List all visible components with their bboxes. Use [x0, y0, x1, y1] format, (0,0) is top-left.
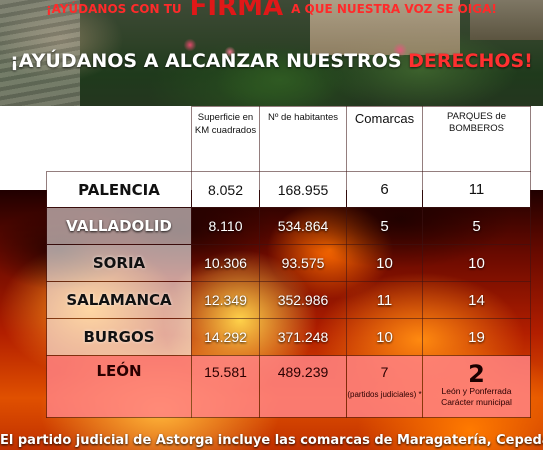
header-habitantes: Nº de habitantes — [259, 106, 347, 172]
superficie-value: 12.349 — [191, 281, 260, 319]
header-superficie: Superficie en KM cuadrados — [191, 106, 260, 172]
parques-value: 2 — [468, 360, 485, 388]
stairs-decoration — [0, 0, 80, 106]
comarcas-value: 6 — [346, 171, 423, 208]
banner-top-line: ¡AYÚDANOS CON TU FIRMA A QUE NUESTRA VOZ… — [0, 0, 543, 22]
footer-text: El partido judicial de Astorga incluye l… — [0, 433, 543, 448]
province-name: SORIA — [46, 244, 192, 282]
table-row-valladolid: VALLADOLID 8.110 534.864 5 5 — [46, 207, 531, 245]
headline-white-part: ¡AYÚDANOS A ALCANZAR NUESTROS — [10, 50, 409, 72]
comarcas-value: 10 — [346, 244, 423, 282]
headline-red-part: DERECHOS! — [408, 50, 533, 72]
banner-top-left: ¡AYÚDANOS CON TU — [46, 2, 182, 16]
habitantes-value: 489.239 — [259, 355, 347, 418]
building-decoration-2 — [470, 0, 543, 40]
parques-value: 10 — [422, 244, 531, 282]
parques-note-1: León y Ponferrada — [441, 386, 512, 396]
table-row-salamanca: SALAMANCA 12.349 352.986 11 14 — [46, 281, 531, 319]
table-row-burgos: BURGOS 14.292 371.248 10 19 — [46, 318, 531, 356]
habitantes-value: 371.248 — [259, 318, 347, 356]
table-row-palencia: PALENCIA 8.052 168.955 6 11 — [46, 171, 531, 208]
comarcas-cell: 7 (partidos judiciales) * — [346, 355, 423, 418]
superficie-value: 8.110 — [191, 207, 260, 245]
table-header-row: Superficie en KM cuadrados Nº de habitan… — [46, 106, 531, 172]
header-blank-cell — [46, 106, 192, 172]
parques-cell: 2 León y Ponferrada Carácter municipal — [422, 355, 531, 418]
parques-note-2: Carácter municipal — [441, 397, 512, 407]
banner-top-firma: FIRMA — [189, 0, 284, 22]
comarcas-value: 7 — [380, 364, 389, 380]
header-parques: PARQUES de BOMBEROS — [422, 106, 531, 172]
province-name: BURGOS — [46, 318, 192, 356]
habitantes-value: 352.986 — [259, 281, 347, 319]
province-name: VALLADOLID — [46, 207, 192, 245]
parques-value: 11 — [422, 171, 531, 208]
comarcas-value: 11 — [346, 281, 423, 319]
parques-value: 14 — [422, 281, 531, 319]
comarcas-note: (partidos judiciales) * — [347, 390, 422, 399]
superficie-value: 10.306 — [191, 244, 260, 282]
banner-headline: ¡AYÚDANOS A ALCANZAR NUESTROS DERECHOS! — [0, 50, 543, 72]
superficie-value: 14.292 — [191, 318, 260, 356]
habitantes-value: 168.955 — [259, 171, 347, 208]
table-row-soria: SORIA 10.306 93.575 10 10 — [46, 244, 531, 282]
parques-value: 19 — [422, 318, 531, 356]
province-name: SALAMANCA — [46, 281, 192, 319]
province-name: PALENCIA — [46, 171, 192, 208]
habitantes-value: 534.864 — [259, 207, 347, 245]
habitantes-value: 93.575 — [259, 244, 347, 282]
superficie-value: 15.581 — [191, 355, 260, 418]
parques-value: 5 — [422, 207, 531, 245]
banner-top-right: A QUE NUESTRA VOZ SE OIGA! — [291, 2, 497, 16]
comparison-table: Superficie en KM cuadrados Nº de habitan… — [46, 106, 531, 418]
comarcas-value: 5 — [346, 207, 423, 245]
flowers-decoration — [120, 30, 450, 106]
comarcas-value: 10 — [346, 318, 423, 356]
superficie-value: 8.052 — [191, 171, 260, 208]
header-comarcas: Comarcas — [346, 106, 423, 172]
banner-photo: ¡AYÚDANOS CON TU FIRMA A QUE NUESTRA VOZ… — [0, 0, 543, 106]
table-row-leon: LEÓN 15.581 489.239 7 (partidos judicial… — [46, 355, 531, 418]
province-name: LEÓN — [46, 355, 192, 418]
